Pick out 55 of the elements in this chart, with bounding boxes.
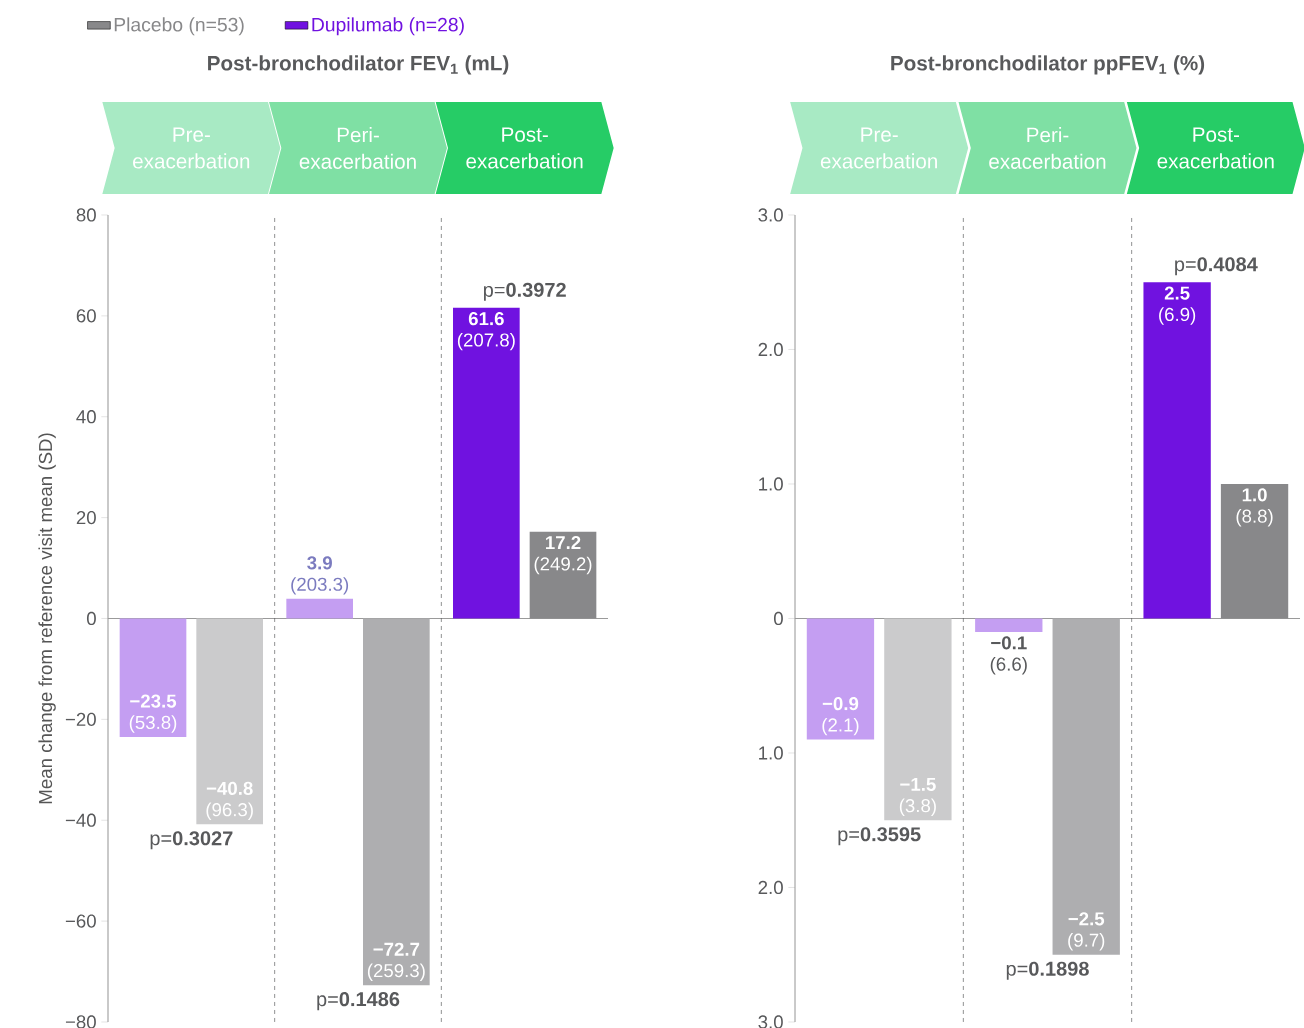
bar [806, 618, 875, 740]
y-tick-label: 60 [76, 309, 96, 323]
data-label: 1.0 (8.8) [1236, 488, 1273, 527]
y-tick-label: 2.0 [758, 342, 783, 357]
bar [529, 531, 597, 619]
bar [975, 618, 1043, 632]
y-axis-title: Mean change from reference visit mean (SD) [38, 433, 56, 804]
y-tick-label: −60 [65, 914, 96, 928]
data-label: −0.9 (2.1) [822, 697, 859, 736]
y-tick-label: −80 [65, 1015, 96, 1028]
y-tick-label: 1.0 [759, 746, 783, 760]
data-label: −23.5 (53.8) [129, 694, 177, 733]
bar [119, 618, 187, 738]
bar [286, 598, 353, 619]
x-tick-label: Peri-exacerbation [299, 127, 416, 169]
y-tick-label: 3.0 [758, 1015, 783, 1028]
annotation: p=0.3595 [838, 827, 921, 846]
bar [196, 618, 264, 825]
annotation: p=0.3027 [150, 831, 233, 850]
annotation: p=0.1898 [1006, 961, 1089, 980]
y-tick-label: 0 [773, 611, 783, 626]
x-tick-label: Pre-exacerbation [820, 127, 937, 169]
legend-label: Placebo (n=53) [114, 17, 244, 36]
data-label: 3.9 (203.3) [291, 556, 349, 595]
x-tick-label: Pre-exacerbation [133, 127, 250, 169]
y-tick-label: 1.0 [759, 477, 783, 491]
x-tick-label: Peri-exacerbation [989, 127, 1106, 169]
bar [453, 307, 520, 619]
y-tick-label: 0 [86, 611, 96, 626]
y-tick-label: 20 [76, 510, 96, 525]
annotation: p=0.1486 [317, 992, 400, 1011]
y-tick-label: −20 [65, 712, 96, 726]
x-tick-label: Post-exacerbation [466, 127, 583, 169]
data-label: −2.5 (9.7) [1068, 912, 1105, 951]
legend-label: Dupilumab (n=28) [312, 17, 464, 36]
data-label: −0.1 (6.6) [990, 636, 1027, 675]
data-label: 61.6 (207.8) [457, 312, 515, 351]
y-tick-label: 2.0 [758, 880, 783, 895]
annotation: p=0.4084 [1175, 257, 1258, 276]
y-tick-label: 80 [76, 208, 96, 222]
bar [884, 618, 952, 821]
bar [1143, 282, 1211, 619]
data-label: 17.2 (249.2) [534, 535, 592, 575]
data-label: 2.5 (6.9) [1159, 286, 1196, 325]
annotation: p=0.3972 [483, 282, 566, 301]
bar [1220, 483, 1289, 619]
x-tick-label: Post-exacerbation [1157, 127, 1274, 169]
y-tick-label: −40 [65, 813, 96, 827]
chart-title: Post-bronchodilator FEV$_{1}$ (mL) [208, 55, 509, 75]
data-label: −72.7 (259.3) [367, 942, 425, 981]
chart-title: Post-bronchodilator ppFEV$_{1}$ (%) [891, 55, 1205, 75]
y-tick-label: 3.0 [758, 208, 783, 222]
bar [363, 618, 430, 986]
y-tick-label: 40 [76, 410, 96, 424]
bar [1052, 618, 1120, 955]
